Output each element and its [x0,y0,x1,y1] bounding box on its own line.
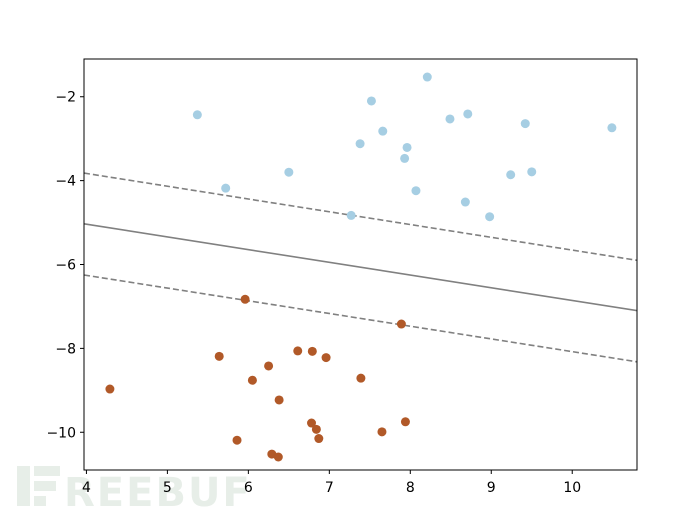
data-point-class-0 [463,109,473,119]
data-point-class-0 [460,197,470,207]
data-point-class-0 [445,114,455,124]
data-point-class-1 [264,361,274,371]
watermark: REEBUF [17,466,252,515]
data-point-class-1 [356,373,366,383]
plot-frame [83,58,638,471]
data-points [105,72,617,462]
data-point-class-1 [293,346,303,356]
x-tick-label: 9 [487,480,496,496]
data-point-class-0 [221,183,231,193]
y-tick-label: −6 [55,258,76,274]
x-tick-label: 7 [325,480,334,496]
data-point-class-0 [355,139,365,149]
data-point-class-0 [346,210,356,220]
data-point-class-1 [273,452,283,462]
data-point-class-0 [402,142,412,152]
data-point-class-0 [485,212,495,222]
data-point-class-1 [314,434,324,444]
data-point-class-1 [377,427,387,437]
data-point-class-1 [400,417,410,427]
y-tick-label: −4 [55,174,76,190]
data-point-class-0 [400,153,410,163]
data-point-class-1 [232,435,242,445]
data-point-class-1 [214,351,224,361]
y-axis: −2 −4 −6 −8 −10 [46,90,84,441]
data-point-class-1 [307,418,317,428]
x-tick-label: 10 [563,480,581,496]
data-point-class-1 [274,395,284,405]
data-point-class-1 [240,294,250,304]
data-point-class-0 [192,110,202,120]
data-point-class-0 [378,126,388,136]
y-tick-label: −2 [55,90,76,106]
data-point-class-1 [105,384,115,394]
decision-boundary-line [83,223,638,312]
x-tick-label: 8 [406,480,415,496]
margin-line-2 [83,274,638,363]
data-point-class-1 [247,375,257,385]
watermark-text: REEBUF [64,470,252,515]
data-point-class-1 [307,346,317,356]
x-tick-label: 5 [163,480,172,496]
data-point-class-0 [284,167,294,177]
data-point-class-0 [506,170,516,180]
x-axis: 4 5 6 7 8 9 10 [82,470,581,496]
data-point-class-1 [396,319,406,329]
x-tick-label: 4 [82,480,91,496]
data-point-class-0 [520,119,530,129]
data-point-class-0 [422,72,432,82]
data-point-class-1 [311,424,321,434]
data-point-class-0 [411,186,421,196]
decision-lines [83,172,638,363]
data-point-class-0 [366,96,376,106]
margin-line-1 [83,172,638,262]
data-point-class-0 [527,167,537,177]
data-point-class-0 [607,123,617,133]
data-point-class-1 [321,353,331,363]
y-tick-label: −10 [46,425,76,441]
x-tick-label: 6 [244,480,253,496]
watermark-logo [17,466,60,506]
y-tick-label: −8 [55,341,76,357]
